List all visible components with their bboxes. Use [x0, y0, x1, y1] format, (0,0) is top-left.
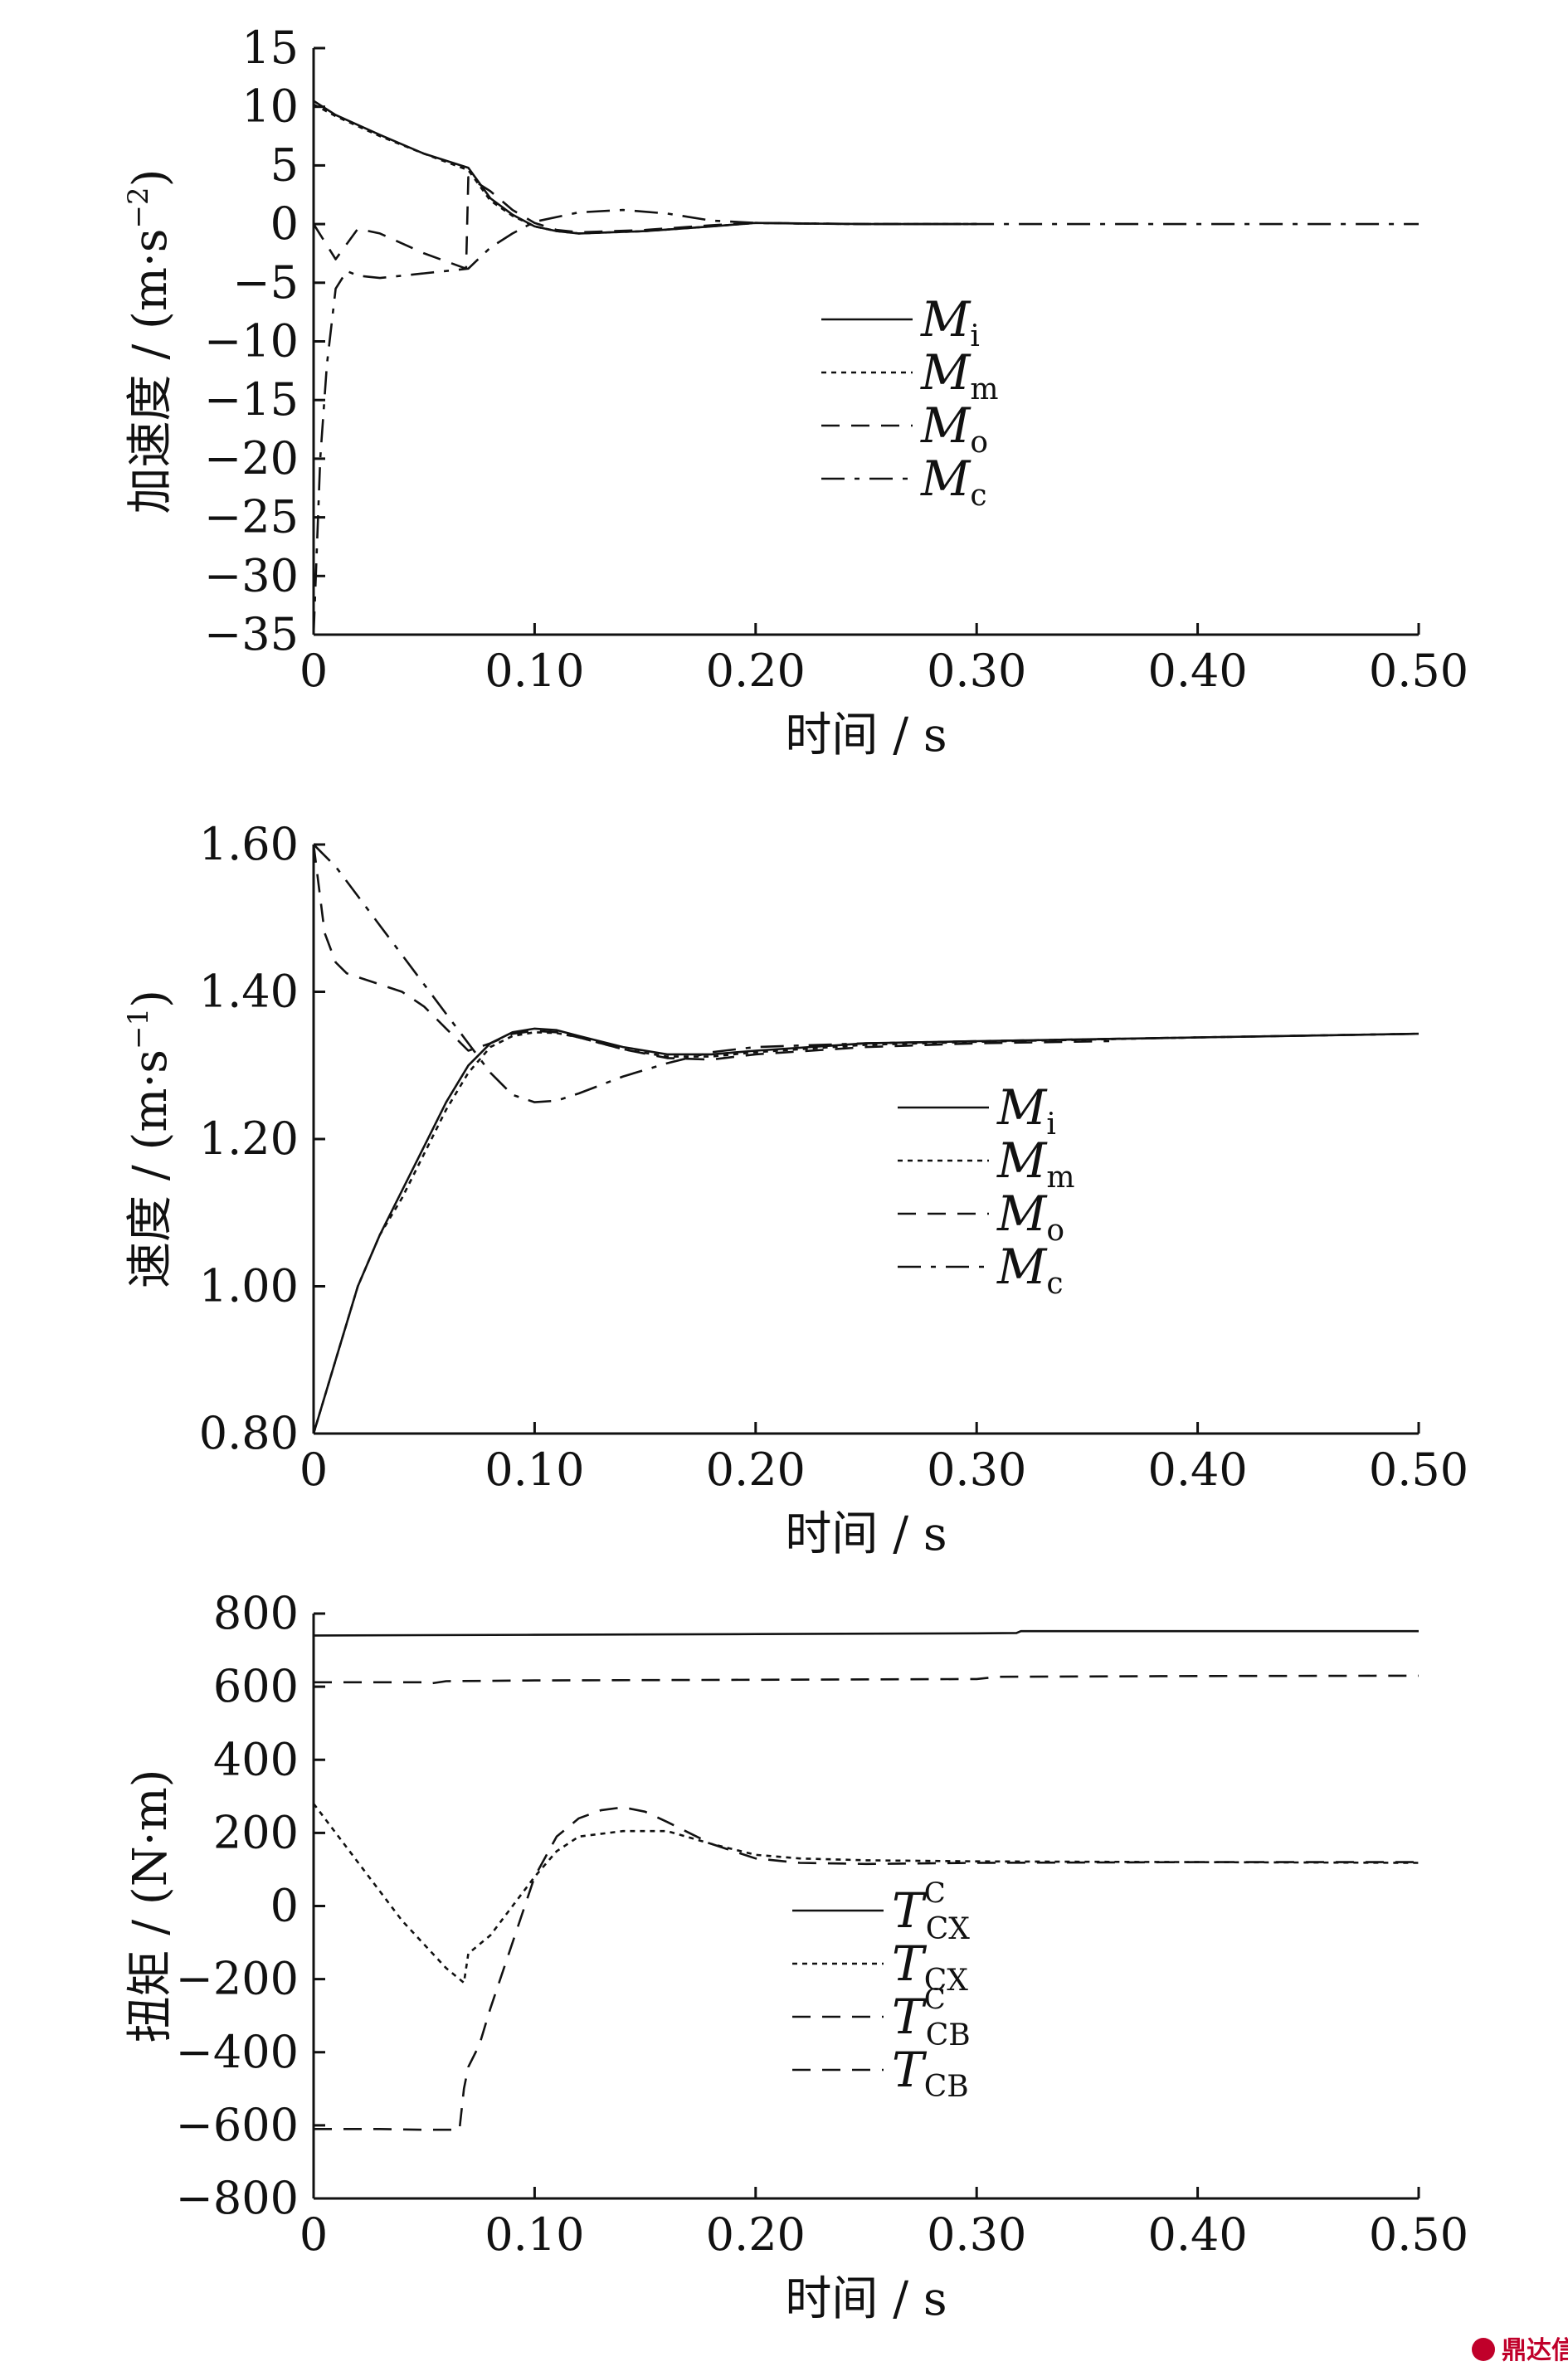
- x-tick-label: 0: [299, 645, 328, 697]
- acceleration-chart: 0 0.10 0.20 0.30 0.40 0.50 15 10 5 0 −5 −10−15 −20 −2…: [122, 22, 1468, 762]
- y-tick-label: 1.00: [199, 1260, 299, 1312]
- x-tick-label: 0.50: [1369, 1444, 1468, 1496]
- y-tick-label: −20: [204, 432, 299, 484]
- y-tick-label: 15: [241, 22, 299, 74]
- x-axis-label: 时间 / s: [785, 708, 947, 762]
- y-tick-label: −400: [176, 2026, 299, 2078]
- y-tick-label: 0.80: [199, 1407, 299, 1459]
- x-tick-label: 0.20: [706, 2208, 806, 2261]
- series-line-1: [312, 1031, 1419, 1434]
- x-tick-label: 0.40: [1147, 1444, 1247, 1496]
- y-tick-label: 1.40: [199, 966, 299, 1018]
- x-axis-label: 时间 / s: [785, 2272, 947, 2326]
- y-tick-label: 0: [270, 197, 299, 250]
- x-tick-label: 0.40: [1147, 645, 1247, 697]
- x-tick-label: 0.50: [1369, 2208, 1468, 2261]
- torque-chart: 0 0.10 0.20 0.30 0.40 0.50 800 600 400 200 0 −200 −4…: [124, 1587, 1468, 2326]
- y-tick-label: 1.60: [199, 818, 299, 870]
- legend-label-3: Mc: [996, 1239, 1064, 1301]
- y-axis-label: 速度 / (m·s−1): [122, 990, 178, 1288]
- legend-label-3: TCB: [892, 2042, 969, 2104]
- y-tick-label: −10: [204, 315, 299, 368]
- series-line-0: [312, 1027, 1419, 1434]
- x-tick-label: 0.30: [927, 645, 1026, 697]
- x-axis-label: 时间 / s: [785, 1507, 947, 1561]
- legend-label-0: TC CX: [892, 1877, 970, 1946]
- y-tick-label: −35: [204, 608, 299, 660]
- y-tick-label: −800: [176, 2172, 299, 2224]
- legend-label-1: Mm: [920, 344, 999, 407]
- y-tick-label: −25: [204, 491, 299, 543]
- legend-label-2: TC CB: [892, 1983, 971, 2052]
- velocity-chart: 0 0.10 0.20 0.30 0.40 0.50 1.60 1.40 1.20 1.00 0.8…: [122, 818, 1468, 1561]
- x-tick-label: 0.20: [706, 645, 806, 697]
- y-tick-label: 5: [270, 139, 299, 191]
- y-tick-label: 200: [213, 1806, 299, 1858]
- y-tick-label: 600: [213, 1660, 299, 1712]
- y-tick-label: 10: [241, 80, 299, 133]
- y-tick-label: −200: [176, 1953, 299, 2005]
- legend-label-1: Mm: [996, 1132, 1075, 1195]
- legend-label-2: Mo: [920, 397, 988, 460]
- series-line-3: [314, 1806, 1419, 2131]
- series-line-0: [313, 100, 977, 235]
- series-line-1: [313, 103, 977, 235]
- y-tick-label: −600: [176, 2099, 299, 2151]
- series-line-3: [313, 844, 1419, 1103]
- series-line-2: [312, 176, 977, 270]
- series-line-3: [312, 208, 1419, 635]
- x-tick-label: 0.30: [927, 1444, 1026, 1496]
- y-tick-label: 1.20: [199, 1112, 299, 1165]
- x-tick-label: 0.50: [1369, 645, 1468, 697]
- y-tick-label: −5: [232, 256, 299, 309]
- x-tick-label: 0: [299, 1444, 328, 1496]
- y-axis-label: 扭矩 / (N·m): [124, 1769, 178, 2042]
- legend-label-1: TCX: [892, 1935, 968, 1998]
- series-line-1: [312, 1803, 1419, 1984]
- x-tick-label: 0.10: [485, 2208, 584, 2261]
- x-tick-label: 0.10: [485, 645, 584, 697]
- y-tick-label: 400: [213, 1733, 299, 1785]
- watermark-logo: 鼎达信: [1472, 2336, 1568, 2365]
- x-tick-label: 0.30: [927, 2208, 1026, 2261]
- y-tick-label: −15: [204, 373, 299, 426]
- y-tick-label: 0: [270, 1880, 299, 1932]
- x-tick-label: 0.10: [485, 1444, 584, 1496]
- x-tick-label: 0.40: [1147, 2208, 1247, 2261]
- legend-label-3: Mc: [920, 450, 987, 513]
- legend-label-2: Mo: [996, 1186, 1064, 1248]
- legend-label-0: Mi: [996, 1079, 1056, 1142]
- y-tick-label: −30: [204, 549, 299, 601]
- y-axis-label: 加速度 / (m·s−2): [122, 169, 178, 514]
- legend-label-0: Mi: [920, 291, 980, 353]
- series-line-2: [314, 1674, 1419, 1685]
- watermark-text: 鼎达信: [1502, 2336, 1568, 2365]
- series-line-0: [313, 1629, 1419, 1637]
- series-line-2: [312, 844, 1110, 1061]
- x-tick-label: 0: [299, 2208, 328, 2261]
- y-tick-label: 800: [213, 1587, 299, 1639]
- x-tick-label: 0.20: [706, 1444, 806, 1496]
